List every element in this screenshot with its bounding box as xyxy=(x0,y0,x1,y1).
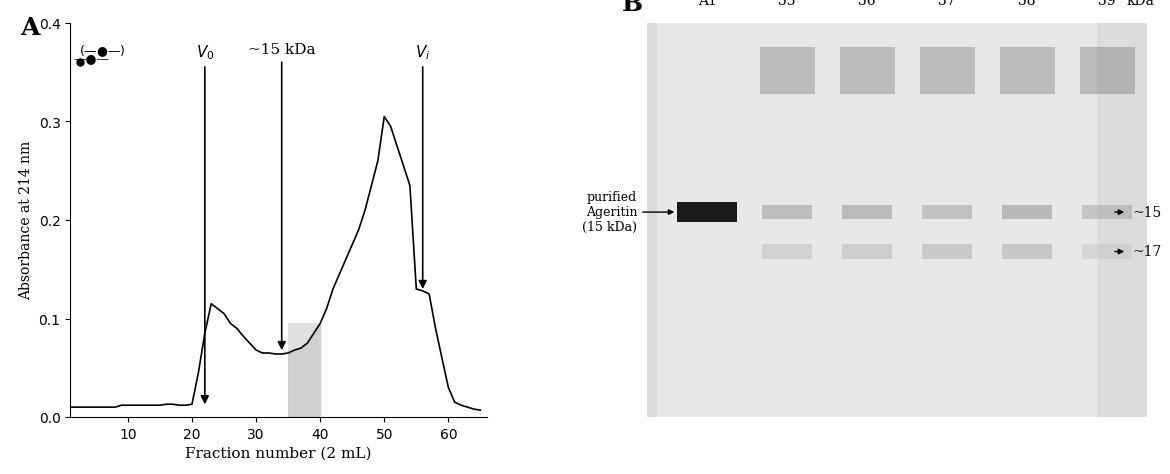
Text: 39: 39 xyxy=(1097,0,1115,8)
Text: A: A xyxy=(20,16,40,40)
Y-axis label: Absorbance at 214 nm: Absorbance at 214 nm xyxy=(19,141,33,300)
Bar xyxy=(841,205,892,219)
Bar xyxy=(1002,245,1052,259)
Text: ~15: ~15 xyxy=(1131,206,1161,219)
Bar xyxy=(920,47,975,94)
Bar xyxy=(922,245,972,259)
Text: ~17: ~17 xyxy=(1131,245,1161,259)
Text: $V_0$: $V_0$ xyxy=(195,43,214,402)
Bar xyxy=(1002,205,1052,219)
Bar xyxy=(762,245,812,259)
Text: $(\text{—}$●$\text{—})$: $(\text{—}$●$\text{—})$ xyxy=(78,43,125,59)
Text: 36: 36 xyxy=(858,0,875,8)
Bar xyxy=(677,203,737,222)
Text: kDa: kDa xyxy=(1127,0,1155,8)
Bar xyxy=(759,47,814,94)
X-axis label: Fraction number (2 mL): Fraction number (2 mL) xyxy=(185,447,372,460)
Text: —●—: —●— xyxy=(74,52,109,64)
Text: purified
Ageritin
(15 kDa): purified Ageritin (15 kDa) xyxy=(581,191,673,234)
Bar xyxy=(999,47,1054,94)
Bar xyxy=(922,205,972,219)
Text: 35: 35 xyxy=(778,0,796,8)
Bar xyxy=(1081,245,1131,259)
Text: ~15 kDa: ~15 kDa xyxy=(248,43,316,348)
Text: A1: A1 xyxy=(697,0,716,8)
Text: 38: 38 xyxy=(1018,0,1035,8)
Bar xyxy=(841,245,892,259)
Bar xyxy=(1079,47,1134,94)
Text: B: B xyxy=(622,0,644,16)
Bar xyxy=(656,24,1096,417)
Bar xyxy=(839,47,894,94)
Bar xyxy=(762,205,812,219)
Bar xyxy=(288,324,321,417)
Text: 37: 37 xyxy=(938,0,956,8)
Bar xyxy=(1081,205,1131,219)
Text: $V_i$: $V_i$ xyxy=(415,43,431,288)
Bar xyxy=(680,47,735,94)
